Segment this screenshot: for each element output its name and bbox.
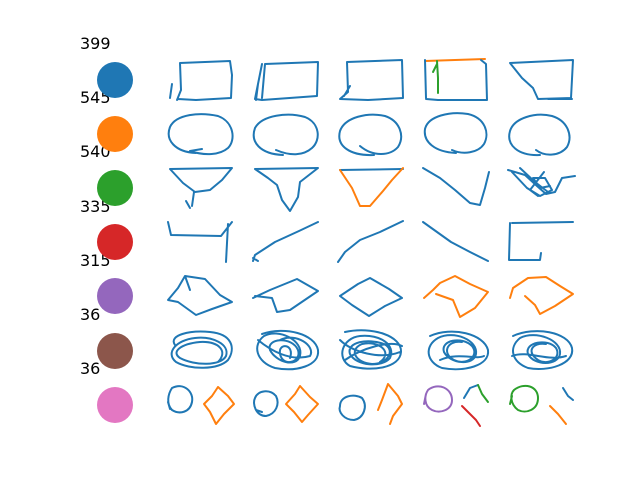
sketch-row-triangles <box>169 167 576 212</box>
sketch-triangle <box>339 168 404 171</box>
sketch-scribble <box>339 329 403 370</box>
category-color-marker <box>97 278 133 314</box>
sketch-line <box>337 220 404 263</box>
sketch-line <box>508 221 574 261</box>
sketch-circle <box>338 394 366 421</box>
sketch-triangle <box>507 167 576 197</box>
sketch-line <box>167 221 233 263</box>
row-count-label: 315 <box>80 251 111 270</box>
sketch-line <box>252 221 319 262</box>
row-count-label: 399 <box>80 34 111 53</box>
sketch-rectangle-top <box>424 58 486 62</box>
row-count-label: 36 <box>80 359 100 378</box>
sketch-row-diamonds <box>167 275 574 318</box>
sketch-stroke <box>549 405 567 425</box>
sketch-stroke <box>562 387 574 401</box>
sketch-circle <box>423 385 453 413</box>
sketch-circle <box>509 384 539 413</box>
sketch-ellipse <box>167 113 234 156</box>
sketch-rectangle-side <box>432 60 439 94</box>
category-color-marker <box>97 224 133 260</box>
sketch-circle <box>253 390 279 417</box>
category-color-marker <box>97 62 133 98</box>
sketch-stroke <box>477 384 489 403</box>
sketch-line <box>422 221 489 262</box>
sketch-diamond <box>285 385 319 423</box>
category-color-marker <box>97 116 133 152</box>
sketch-rectangle <box>169 60 233 101</box>
sketch-row-lines <box>167 220 574 263</box>
row-count-label: 36 <box>80 305 100 324</box>
sketch-row-ellipses <box>167 112 571 157</box>
sketch-scribble <box>256 329 320 371</box>
sketch-row-rectangles <box>169 58 574 101</box>
sketch-ellipse <box>423 112 488 154</box>
sketch-row-mixed <box>167 383 574 427</box>
sketch-triangle <box>254 167 319 212</box>
sketch-row-scribbles <box>170 329 574 371</box>
sketch-rectangle <box>254 61 319 101</box>
sketch-ellipse <box>252 113 319 156</box>
sketch-diamond <box>339 277 403 317</box>
sketch-rectangle <box>339 59 404 101</box>
sketch-diamond <box>167 275 233 316</box>
sketch-diamond <box>509 276 574 315</box>
sketch-diamond <box>252 278 319 313</box>
sketch-scribble <box>427 330 490 371</box>
sketch-diamond <box>203 386 235 425</box>
sketch-rectangle <box>509 59 574 100</box>
row-count-label: 335 <box>80 197 111 216</box>
sketch-stroke <box>463 384 479 399</box>
sketch-stroke <box>461 405 481 427</box>
category-color-marker <box>97 387 133 423</box>
sketch-scribble <box>170 330 233 369</box>
sketch-ellipse <box>338 113 403 157</box>
sketch-diamond <box>423 275 489 318</box>
sketch-triangle <box>339 167 404 207</box>
sketch-ellipse <box>508 113 571 157</box>
sketch-triangle <box>169 167 233 209</box>
category-color-marker <box>97 333 133 369</box>
sketch-circle <box>167 385 194 414</box>
sketch-diamond <box>377 383 403 425</box>
sketch-scribble <box>511 330 574 370</box>
sketch-rectangle <box>424 59 488 101</box>
category-color-marker <box>97 170 133 206</box>
sketch-triangle <box>422 167 490 206</box>
